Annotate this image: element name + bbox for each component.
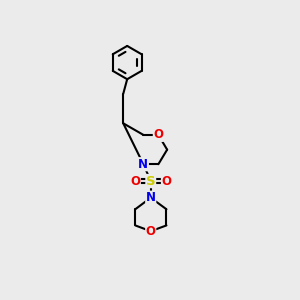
Text: N: N [138,158,148,171]
Text: O: O [153,128,164,141]
Text: S: S [146,175,156,188]
Text: N: N [146,191,156,204]
Text: O: O [146,225,156,238]
Text: O: O [161,175,172,188]
Text: O: O [130,175,140,188]
